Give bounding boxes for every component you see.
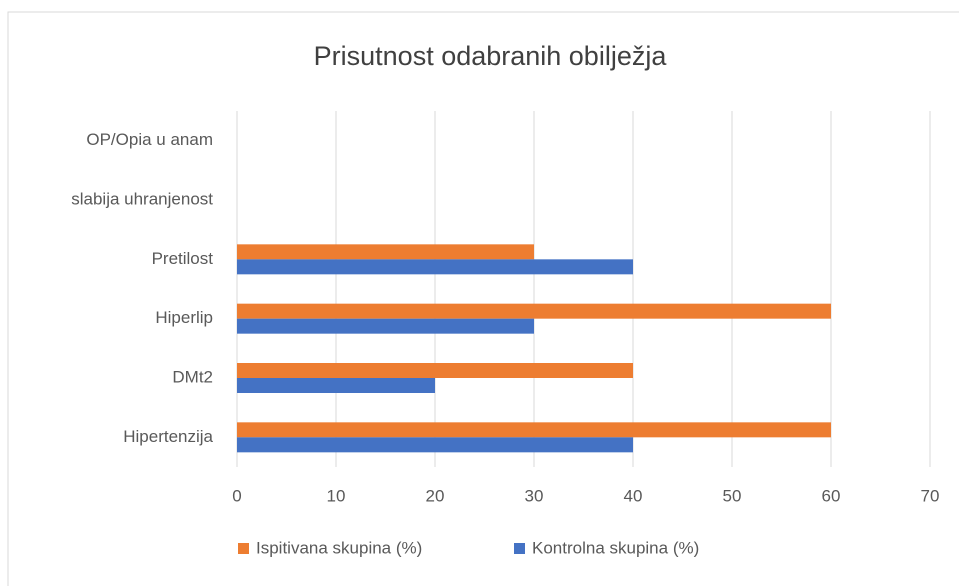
x-tick-label: 0 xyxy=(232,486,241,505)
y-tick-label: OP/Opia u anam xyxy=(86,130,213,149)
x-tick-label: 30 xyxy=(525,486,544,505)
chart-frame xyxy=(7,11,959,586)
bar xyxy=(237,363,633,378)
bar xyxy=(237,244,534,260)
legend-label: Kontrolna skupina (%) xyxy=(532,538,699,557)
bar xyxy=(237,378,435,393)
x-tick-label: 10 xyxy=(327,486,346,505)
y-tick-label: Pretilost xyxy=(152,249,214,268)
chart-title: Prisutnost odabranih obilježja xyxy=(314,41,668,71)
bar xyxy=(237,422,831,438)
x-tick-label: 40 xyxy=(624,486,643,505)
bar xyxy=(237,259,633,275)
legend-label: Ispitivana skupina (%) xyxy=(256,538,422,557)
x-tick-label: 20 xyxy=(426,486,445,505)
x-tick-label: 70 xyxy=(921,486,940,505)
x-tick-label: 60 xyxy=(822,486,841,505)
legend-swatch xyxy=(514,543,525,554)
bar xyxy=(237,437,633,453)
y-tick-label: Hipertenzija xyxy=(123,427,213,446)
y-tick-label: slabija uhranjenost xyxy=(71,189,213,208)
x-tick-label: 50 xyxy=(723,486,742,505)
y-tick-label: Hiperlip xyxy=(155,308,213,327)
bar xyxy=(237,318,534,334)
bar xyxy=(237,303,831,319)
y-tick-label: DMt2 xyxy=(172,367,213,386)
legend-swatch xyxy=(238,543,249,554)
